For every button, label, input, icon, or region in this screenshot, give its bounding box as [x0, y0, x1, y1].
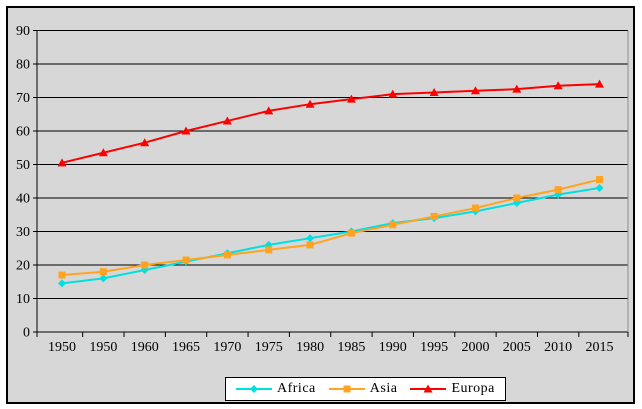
series-europa-marker — [264, 106, 274, 115]
series-asia-marker — [389, 221, 397, 229]
x-tick-label: 1990 — [379, 340, 407, 355]
series-asia-marker — [265, 246, 273, 254]
legend-label-africa: Africa — [277, 381, 316, 396]
x-tick-label: 1980 — [296, 340, 324, 355]
series-asia-marker — [58, 271, 66, 279]
legend-marker-shape — [343, 385, 351, 393]
series-asia-marker — [513, 194, 521, 202]
legend: Africa Asia Europa — [225, 377, 506, 401]
legend-item-asia: Asia — [328, 381, 398, 397]
x-tick-label: 1975 — [255, 340, 283, 355]
x-tick-label: 1950 — [89, 340, 117, 355]
chart-plot: 0 10 20 30 40 50 60 70 80 90 1950 1950 1960 1965 1970 1… — [16, 24, 629, 355]
y-tick-label: 40 — [16, 192, 30, 207]
europa-line-triangle-icon — [410, 383, 447, 395]
series-asia-marker — [223, 251, 231, 259]
series-asia-marker — [141, 261, 149, 269]
series-africa-marker — [58, 279, 66, 288]
series-africa-marker — [99, 274, 108, 283]
series-europa-marker — [512, 84, 522, 93]
x-tick-label: 1985 — [337, 340, 365, 355]
series-europa-marker — [388, 89, 398, 98]
series-europa-marker — [57, 158, 67, 167]
legend-item-europa: Europa — [410, 381, 494, 397]
series-europa-marker — [222, 116, 232, 125]
y-tick-label: 20 — [16, 259, 30, 274]
series-asia-marker — [306, 241, 314, 249]
africa-line-diamond-icon — [236, 383, 272, 395]
x-tick-label: 1970 — [213, 340, 241, 355]
series-asia-marker — [554, 186, 562, 194]
x-tick-label: 2005 — [503, 340, 531, 355]
chart-frame: 0 10 20 30 40 50 60 70 80 90 1950 1950 1960 1965 1970 1… — [6, 6, 635, 404]
y-tick-label: 90 — [16, 24, 30, 39]
series-europa-marker — [140, 138, 150, 147]
series-asia-line — [61, 178, 601, 277]
legend-label-europa: Europa — [451, 381, 495, 396]
x-tick-label: 1950 — [48, 340, 76, 355]
legend-marker-shape — [250, 385, 258, 393]
x-tick-label: 2015 — [586, 340, 614, 355]
y-tick-label: 70 — [16, 91, 30, 106]
x-tick-label: 2000 — [461, 340, 489, 355]
series-europa-marker — [305, 99, 315, 108]
series-europa-marker — [429, 87, 439, 96]
series-asia-marker — [430, 212, 438, 220]
series-europa-marker — [98, 148, 108, 157]
series-asia-marker — [596, 176, 603, 184]
legend-item-africa: Africa — [236, 381, 316, 397]
series-africa-marker — [306, 234, 315, 243]
y-tick-label: 10 — [16, 292, 30, 307]
series-europa-marker — [595, 79, 604, 88]
series-asia-marker — [182, 256, 190, 264]
x-tick-label: 1995 — [420, 340, 448, 355]
series-europa-line — [61, 83, 601, 164]
y-tick-label: 50 — [16, 158, 30, 173]
y-tick-label: 80 — [16, 58, 30, 73]
series-europa-marker — [553, 81, 563, 90]
series-europa-marker — [470, 86, 480, 95]
y-tick-label: 0 — [23, 326, 30, 341]
y-tick-label: 60 — [16, 125, 30, 140]
asia-line-square-icon — [328, 383, 365, 395]
x-tick-label: 2010 — [544, 340, 572, 355]
series-asia-marker — [99, 268, 107, 276]
series-europa-marker — [181, 126, 191, 135]
y-tick-label: 30 — [16, 225, 30, 240]
x-tick-label: 1965 — [172, 340, 200, 355]
x-tick-label: 1960 — [131, 340, 159, 355]
series-asia-marker — [347, 229, 355, 237]
series-africa-line — [61, 186, 601, 285]
series-asia-marker — [471, 204, 479, 212]
legend-marker-shape — [423, 384, 433, 393]
legend-label-asia: Asia — [369, 381, 398, 396]
series-africa-marker — [595, 183, 604, 192]
series-europa-marker — [346, 94, 356, 103]
